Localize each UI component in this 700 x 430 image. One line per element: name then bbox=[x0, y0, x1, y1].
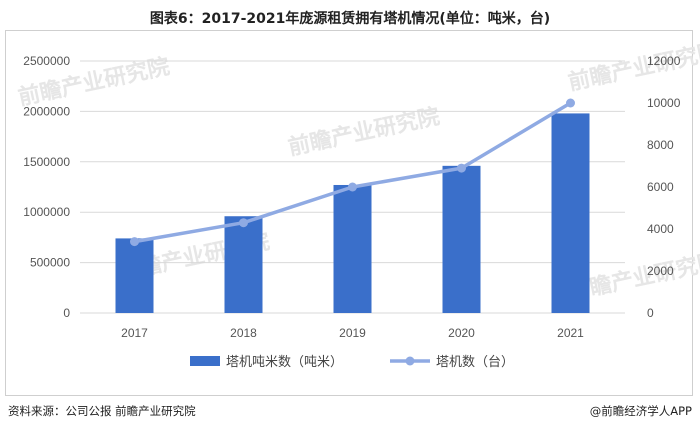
x-tick-label: 2021 bbox=[557, 326, 584, 340]
line-point-2021[interactable] bbox=[566, 98, 575, 108]
bar-2019[interactable] bbox=[333, 184, 372, 313]
x-tick-label: 2018 bbox=[230, 326, 257, 340]
legend-swatch-bar bbox=[190, 356, 220, 366]
watermark-text: 前瞻产业研究院 bbox=[286, 103, 442, 160]
bar-2021[interactable] bbox=[551, 113, 590, 313]
y-right-tick-label: 2000 bbox=[647, 264, 674, 278]
bar-2020[interactable] bbox=[442, 165, 481, 313]
bar-2018[interactable] bbox=[224, 216, 263, 313]
line-point-2020[interactable] bbox=[457, 163, 466, 173]
x-tick-label: 2020 bbox=[448, 326, 475, 340]
line-point-2017[interactable] bbox=[130, 237, 139, 247]
chart-svg: 前瞻产业研究院前瞻产业研究院前瞻产业研究院前瞻产业研究院前瞻产业研究院05000… bbox=[16, 38, 700, 370]
bar-2017[interactable] bbox=[115, 238, 154, 313]
legend-label-line: 塔机数（台） bbox=[436, 355, 514, 370]
y-left-tick-label: 2500000 bbox=[23, 54, 70, 68]
y-left-tick-label: 0 bbox=[63, 306, 70, 320]
y-left-tick-label: 1500000 bbox=[23, 155, 70, 169]
y-left-tick-label: 500000 bbox=[30, 256, 70, 270]
source-note: 资料来源：公司公报 前瞻产业研究院 bbox=[8, 404, 196, 418]
x-tick-label: 2017 bbox=[121, 326, 148, 340]
line-point-2019[interactable] bbox=[348, 182, 357, 192]
y-left-tick-label: 2000000 bbox=[23, 104, 70, 118]
brand-credit: @前瞻经济学人APP bbox=[589, 404, 692, 418]
line-point-2018[interactable] bbox=[239, 218, 248, 228]
chart-title: 图表6：2017-2021年庞源租赁拥有塔机情况(单位：吨米，台) bbox=[149, 11, 551, 27]
legend-marker-line bbox=[405, 356, 415, 366]
y-left-tick-label: 1000000 bbox=[23, 205, 70, 219]
y-right-tick-label: 12000 bbox=[647, 54, 681, 68]
y-right-tick-label: 10000 bbox=[647, 96, 681, 110]
y-right-tick-label: 8000 bbox=[647, 138, 674, 152]
y-right-tick-label: 4000 bbox=[647, 222, 674, 236]
y-right-tick-label: 6000 bbox=[647, 180, 674, 194]
y-right-tick-label: 0 bbox=[647, 306, 654, 320]
legend-label-bar: 塔机吨米数（吨米） bbox=[226, 355, 343, 370]
chart-frame bbox=[5, 30, 693, 396]
x-tick-label: 2019 bbox=[339, 326, 366, 340]
